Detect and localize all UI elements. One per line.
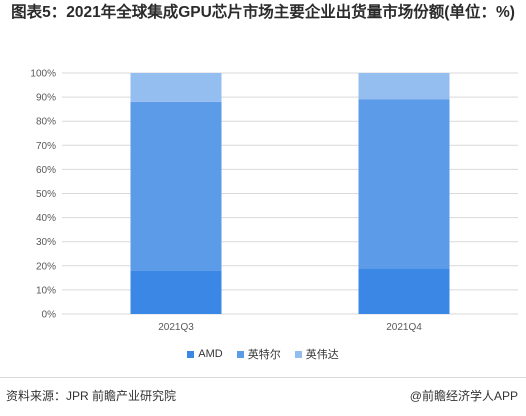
footer-divider: [0, 377, 526, 378]
bar-segment-0-0: [130, 270, 222, 314]
legend-item-nvidia: 英伟达: [294, 346, 339, 362]
x-axis: 2021Q3 2021Q4: [158, 322, 422, 333]
y-tick-label: 80%: [36, 117, 56, 128]
bar-segment-1-1: [358, 99, 450, 269]
bar-segment-0-1: [358, 268, 450, 314]
legend-swatch-intel: [236, 350, 244, 358]
y-tick-label: 30%: [36, 237, 56, 248]
bar-segment-2-0: [130, 73, 222, 102]
source-note: 资料来源：JPR 前瞻产业研究院: [6, 389, 177, 403]
y-tick-label: 100%: [30, 69, 56, 80]
y-tick-label: 90%: [36, 93, 56, 104]
chart-title: 图表5：2021年全球集成GPU芯片市场主要企业出货量市场份额(单位：%): [11, 4, 515, 21]
legend-item-amd: AMD: [187, 346, 223, 362]
legend-label-nvidia: 英伟达: [305, 349, 339, 361]
x-tick-label: 2021Q4: [386, 322, 422, 333]
legend: AMD 英特尔 英伟达: [0, 346, 526, 362]
brand-credit: @前瞻经济学人APP: [409, 389, 518, 403]
legend-item-intel: 英特尔: [236, 346, 281, 362]
x-tick-label: 2021Q3: [158, 322, 194, 333]
chart-canvas: 0% 10% 20% 30% 40% 50% 60% 70% 80% 90% 100% 2021Q3…: [30, 69, 518, 333]
y-tick-label: 70%: [36, 141, 56, 152]
legend-swatch-nvidia: [294, 350, 302, 358]
gridlines: [62, 72, 518, 315]
y-axis: 0% 10% 20% 30% 40% 50% 60% 70% 80% 90% 100%: [30, 69, 56, 321]
bar-stacks: [130, 73, 450, 314]
legend-swatch-amd: [187, 350, 195, 358]
legend-label-intel: 英特尔: [247, 349, 281, 361]
y-tick-label: 10%: [36, 285, 56, 296]
y-tick-label: 40%: [36, 213, 56, 224]
bar-segment-2-1: [358, 73, 450, 100]
bar-segment-1-0: [130, 101, 222, 271]
y-tick-label: 20%: [36, 261, 56, 272]
y-tick-label: 50%: [36, 189, 56, 200]
y-tick-label: 0%: [42, 310, 57, 321]
y-tick-label: 60%: [36, 165, 56, 176]
legend-label-amd: AMD: [198, 348, 223, 360]
